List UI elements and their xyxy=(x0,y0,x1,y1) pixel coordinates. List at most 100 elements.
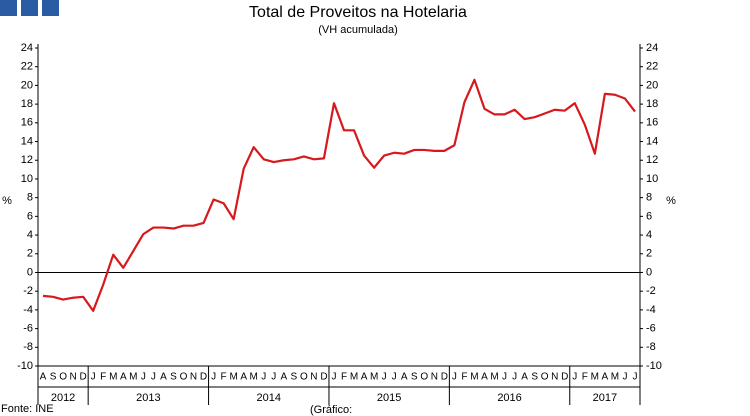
year-label: 2012 xyxy=(51,392,75,404)
y2-tick-label: 12 xyxy=(646,154,658,166)
x-tick-label: O xyxy=(300,372,308,383)
x-tick-label: J xyxy=(151,372,156,383)
x-tick-label: S xyxy=(531,372,538,383)
x-tick-label: D xyxy=(561,372,568,383)
y-axis-label: % xyxy=(2,195,12,207)
x-tick-label: O xyxy=(541,372,549,383)
y2-tick-label: -6 xyxy=(646,322,656,334)
x-tick-label: J xyxy=(211,372,216,383)
y2-tick-label: 18 xyxy=(646,98,658,110)
y-tick-label: -2 xyxy=(23,285,33,297)
x-tick-label: F xyxy=(461,372,467,383)
note: (Gráfico: xyxy=(310,404,352,416)
x-tick-label: D xyxy=(200,372,207,383)
chart-subtitle: (VH acumulada) xyxy=(318,24,397,36)
y2-tick-label: 4 xyxy=(646,229,652,241)
x-tick-label: F xyxy=(341,372,347,383)
y-tick-label: 12 xyxy=(21,154,33,166)
y2-tick-label: 10 xyxy=(646,173,658,185)
x-tick-label: J xyxy=(382,372,387,383)
x-tick-label: S xyxy=(50,372,57,383)
x-tick-label: N xyxy=(69,372,76,383)
x-tick-label: M xyxy=(591,372,599,383)
x-tick-label: M xyxy=(370,372,378,383)
x-tick-label: D xyxy=(80,372,87,383)
x-tick-label: J xyxy=(392,372,397,383)
x-tick-label: N xyxy=(431,372,438,383)
y-tick-label: 22 xyxy=(21,61,33,73)
x-tick-label: A xyxy=(40,372,47,383)
x-tick-label: J xyxy=(572,372,577,383)
y-tick-label: 24 xyxy=(21,42,33,54)
x-tick-label: J xyxy=(261,372,266,383)
data-line xyxy=(42,78,636,312)
y-tick-label: -8 xyxy=(23,341,33,353)
y2-tick-label: 6 xyxy=(646,210,652,222)
y2-tick-label: 20 xyxy=(646,79,658,91)
x-tick-label: F xyxy=(100,372,106,383)
y2-axis-label: % xyxy=(666,195,676,207)
x-tick-label: A xyxy=(240,372,247,383)
x-tick-label: J xyxy=(632,372,637,383)
x-tick-label: A xyxy=(361,372,368,383)
y2-tick-label: 8 xyxy=(646,192,652,204)
x-tick-label: M xyxy=(109,372,117,383)
y-tick-label: 8 xyxy=(27,192,33,204)
x-tick-label: J xyxy=(331,372,336,383)
y2-tick-label: 24 xyxy=(646,42,658,54)
y-tick-label: 6 xyxy=(27,210,33,222)
chart-title: Total de Proveitos na Hotelaria xyxy=(249,4,467,21)
x-tick-label: A xyxy=(401,372,408,383)
x-tick-label: A xyxy=(602,372,609,383)
x-tick-label: N xyxy=(551,372,558,383)
x-tick-label: J xyxy=(141,372,146,383)
y-tick-label: 4 xyxy=(27,229,33,241)
year-label: 2017 xyxy=(593,392,617,404)
x-tick-label: F xyxy=(582,372,588,383)
x-tick-label: N xyxy=(310,372,317,383)
y-tick-label: -10 xyxy=(17,360,33,372)
x-tick-label: M xyxy=(470,372,478,383)
x-tick-label: A xyxy=(160,372,167,383)
x-tick-label: D xyxy=(441,372,448,383)
x-tick-label: J xyxy=(502,372,507,383)
logo-square xyxy=(0,0,17,16)
x-tick-label: J xyxy=(512,372,517,383)
year-label: 2013 xyxy=(136,392,160,404)
y-tick-label: 14 xyxy=(21,135,33,147)
x-tick-label: J xyxy=(91,372,96,383)
x-tick-label: M xyxy=(490,372,498,383)
x-tick-label: M xyxy=(229,372,237,383)
y-tick-label: 16 xyxy=(21,117,33,129)
x-tick-label: S xyxy=(291,372,298,383)
x-tick-label: J xyxy=(622,372,627,383)
y-tick-label: -6 xyxy=(23,322,33,334)
x-tick-label: A xyxy=(280,372,287,383)
y2-tick-label: 0 xyxy=(646,266,652,278)
y2-tick-label: -10 xyxy=(646,360,662,372)
y2-tick-label: -2 xyxy=(646,285,656,297)
y-tick-label: -4 xyxy=(23,304,33,316)
y2-tick-label: -8 xyxy=(646,341,656,353)
x-tick-label: A xyxy=(481,372,488,383)
x-tick-label: M xyxy=(350,372,358,383)
y2-tick-label: -4 xyxy=(646,304,656,316)
source: Fonte: INE xyxy=(1,403,54,415)
y-tick-label: 2 xyxy=(27,248,33,260)
logo-square xyxy=(42,0,59,16)
year-label: 2015 xyxy=(377,392,401,404)
x-tick-label: S xyxy=(170,372,177,383)
logo-square xyxy=(21,0,38,16)
x-tick-label: A xyxy=(120,372,127,383)
x-tick-label: O xyxy=(59,372,67,383)
x-tick-label: O xyxy=(180,372,188,383)
x-tick-label: F xyxy=(221,372,227,383)
y2-tick-label: 14 xyxy=(646,135,658,147)
x-tick-label: D xyxy=(320,372,327,383)
year-label: 2014 xyxy=(257,392,281,404)
x-tick-label: J xyxy=(271,372,276,383)
y-tick-label: 0 xyxy=(27,266,33,278)
year-label: 2016 xyxy=(497,392,521,404)
x-tick-label: S xyxy=(411,372,418,383)
